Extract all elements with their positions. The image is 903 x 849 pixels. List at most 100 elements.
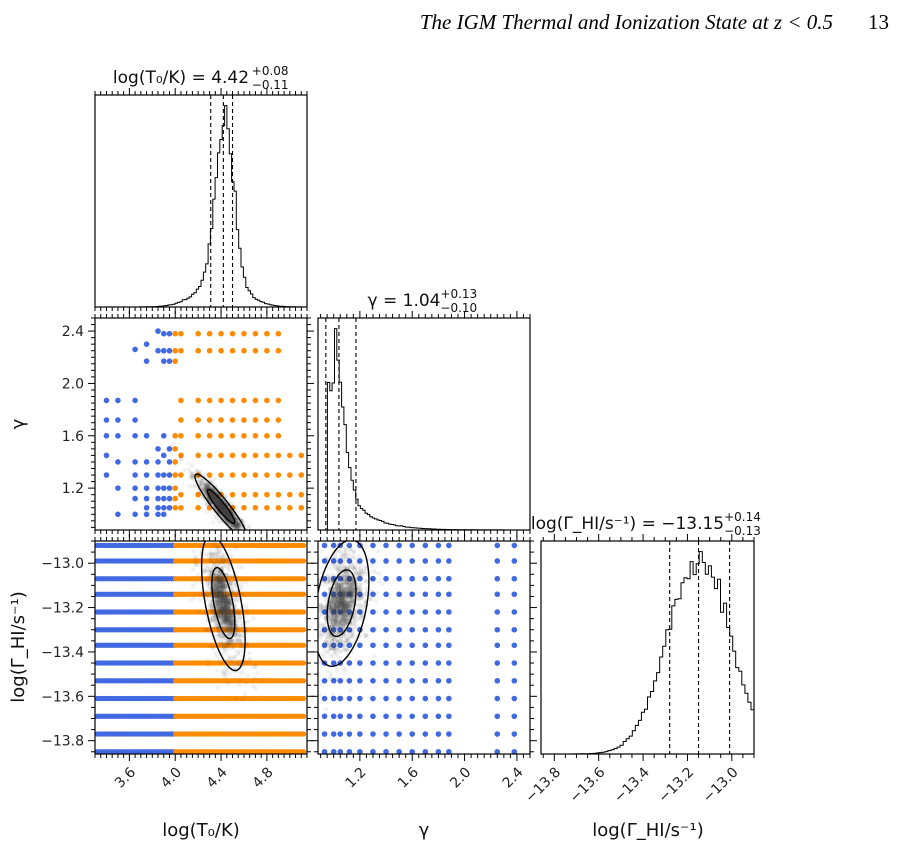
sample-67 <box>204 482 209 487</box>
sample-8 <box>218 642 223 647</box>
core-186 <box>213 608 220 615</box>
sample-562 <box>209 492 214 497</box>
sample-684 <box>227 600 232 605</box>
sample-328 <box>213 489 218 494</box>
sample-171 <box>322 644 327 649</box>
grid-point-33 <box>155 472 161 478</box>
sample-594 <box>344 637 349 642</box>
sample-669 <box>340 596 345 601</box>
sample-437 <box>193 580 198 585</box>
core-82 <box>344 568 351 575</box>
sample-526 <box>229 515 234 520</box>
core-148 <box>221 510 228 517</box>
core-227 <box>223 506 230 513</box>
core-75 <box>230 519 237 526</box>
sample-606 <box>331 590 336 595</box>
core-54 <box>217 630 224 637</box>
sample-275 <box>319 660 324 665</box>
sample-313 <box>231 522 236 527</box>
sample-365 <box>230 616 235 621</box>
core-81 <box>226 639 233 646</box>
core-141 <box>212 585 219 592</box>
core-156 <box>333 591 340 598</box>
sample-108 <box>214 553 219 558</box>
sample-41 <box>223 627 228 632</box>
sample-559 <box>197 470 202 475</box>
panel-border <box>317 540 531 755</box>
sample-165 <box>223 617 228 622</box>
sample-408 <box>350 563 355 568</box>
sample-36 <box>191 473 196 478</box>
core-159 <box>214 498 221 505</box>
sample-587 <box>200 568 205 573</box>
grid-point-180 <box>494 542 501 549</box>
sample-190 <box>227 511 232 516</box>
core-160 <box>216 504 223 511</box>
core-96 <box>339 601 346 608</box>
core-174 <box>213 495 220 502</box>
core-100 <box>216 598 223 605</box>
sample-500 <box>233 637 238 642</box>
core-217 <box>342 604 349 611</box>
sample-216 <box>324 650 329 655</box>
core-186 <box>213 495 220 502</box>
sample-683 <box>205 577 210 582</box>
sample-371 <box>354 569 359 574</box>
sample-664 <box>363 604 368 609</box>
sample-678 <box>222 508 227 513</box>
core-30 <box>214 495 221 502</box>
grid-point-76 <box>383 660 389 666</box>
sample-561 <box>227 566 232 571</box>
histogram-logT0 <box>95 95 307 307</box>
sample-19 <box>201 485 206 490</box>
sample-639 <box>334 610 339 615</box>
sample-131 <box>233 525 238 530</box>
sample-210 <box>330 561 335 566</box>
sample-629 <box>347 621 352 626</box>
core-145 <box>213 583 220 590</box>
grid-point-108 <box>435 626 442 633</box>
sample-524 <box>330 562 335 567</box>
grid-point-0 <box>321 748 328 754</box>
grid-point-93 <box>422 642 429 649</box>
sample-542 <box>209 603 214 608</box>
core-208 <box>214 606 221 613</box>
sample-363 <box>349 627 354 632</box>
grid-point-59 <box>346 677 353 684</box>
core-181 <box>346 591 353 598</box>
sample-91 <box>215 668 220 673</box>
sample-152 <box>205 483 210 488</box>
sample-630 <box>237 588 242 593</box>
sample-602 <box>227 515 232 520</box>
sample-365 <box>206 484 211 489</box>
core-100 <box>335 597 342 604</box>
panel-border <box>94 94 308 308</box>
sample-194 <box>222 603 227 608</box>
core-142 <box>338 620 345 627</box>
sample-339 <box>193 555 198 560</box>
sample-190 <box>325 637 330 642</box>
core-137 <box>219 606 226 613</box>
core-174 <box>342 586 349 593</box>
core-210 <box>210 491 217 498</box>
grid-point-18 <box>357 731 363 737</box>
sample-446 <box>243 620 248 625</box>
sample-349 <box>191 549 196 554</box>
sample-680 <box>348 573 353 578</box>
grid-point-83 <box>195 347 201 354</box>
sample-422 <box>195 562 200 567</box>
sample-401 <box>214 501 219 506</box>
grid-point-83 <box>511 660 518 666</box>
grid-point-171 <box>346 542 353 549</box>
sample-14 <box>214 651 219 656</box>
sample-53 <box>336 604 341 609</box>
grid-point-140 <box>321 575 328 582</box>
grid-point-72 <box>178 417 184 423</box>
grid-point-107 <box>229 432 236 439</box>
sample-566 <box>226 627 231 632</box>
core-39 <box>225 509 232 516</box>
sample-122 <box>187 461 192 466</box>
sample-420 <box>230 523 235 528</box>
grid-point-56 <box>166 330 173 337</box>
sample-289 <box>205 502 210 507</box>
